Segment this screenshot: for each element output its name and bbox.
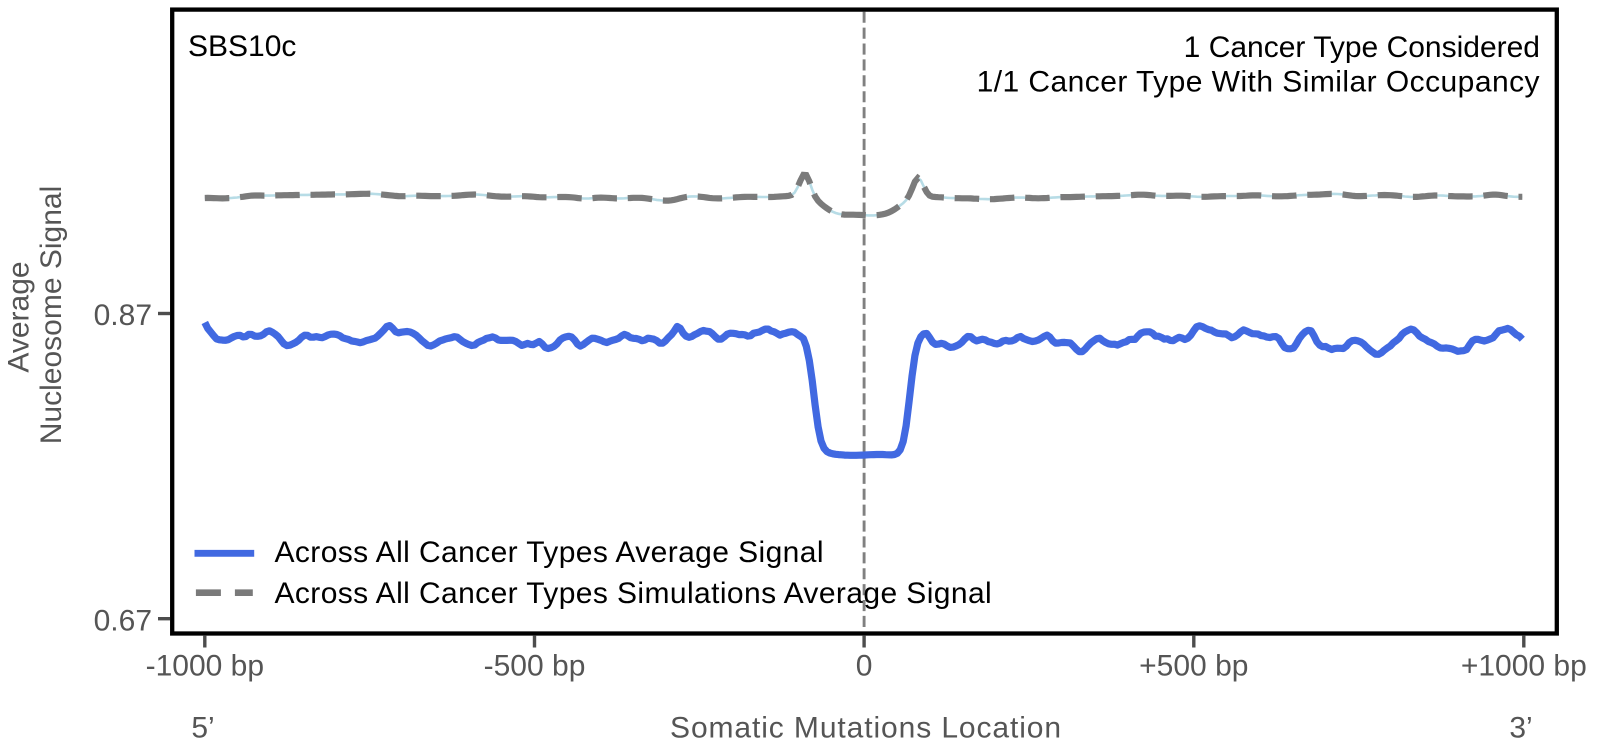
- svg-text:-500 bp: -500 bp: [484, 650, 586, 683]
- svg-text:Average: Average: [3, 261, 36, 372]
- svg-text:Somatic Mutations Location: Somatic Mutations Location: [670, 712, 1062, 745]
- svg-text:+1000 bp: +1000 bp: [1461, 650, 1587, 683]
- svg-text:Across All Cancer Types Averag: Across All Cancer Types Average Signal: [275, 536, 824, 569]
- svg-text:0.87: 0.87: [94, 299, 152, 332]
- svg-text:Across All Cancer Types Simula: Across All Cancer Types Simulations Aver…: [275, 577, 993, 610]
- svg-text:Nucleosome Signal: Nucleosome Signal: [35, 186, 68, 444]
- svg-text:5’: 5’: [191, 712, 214, 745]
- svg-text:0.67: 0.67: [94, 605, 152, 638]
- svg-text:3’: 3’: [1509, 712, 1532, 745]
- svg-text:-1000 bp: -1000 bp: [146, 650, 264, 683]
- svg-text:1/1 Cancer Type With Similar O: 1/1 Cancer Type With Similar Occupancy: [977, 66, 1540, 99]
- svg-text:1 Cancer Type Considered: 1 Cancer Type Considered: [1184, 31, 1540, 64]
- svg-text:+500 bp: +500 bp: [1139, 650, 1248, 683]
- svg-text:SBS10c: SBS10c: [188, 30, 296, 63]
- svg-text:0: 0: [856, 650, 873, 683]
